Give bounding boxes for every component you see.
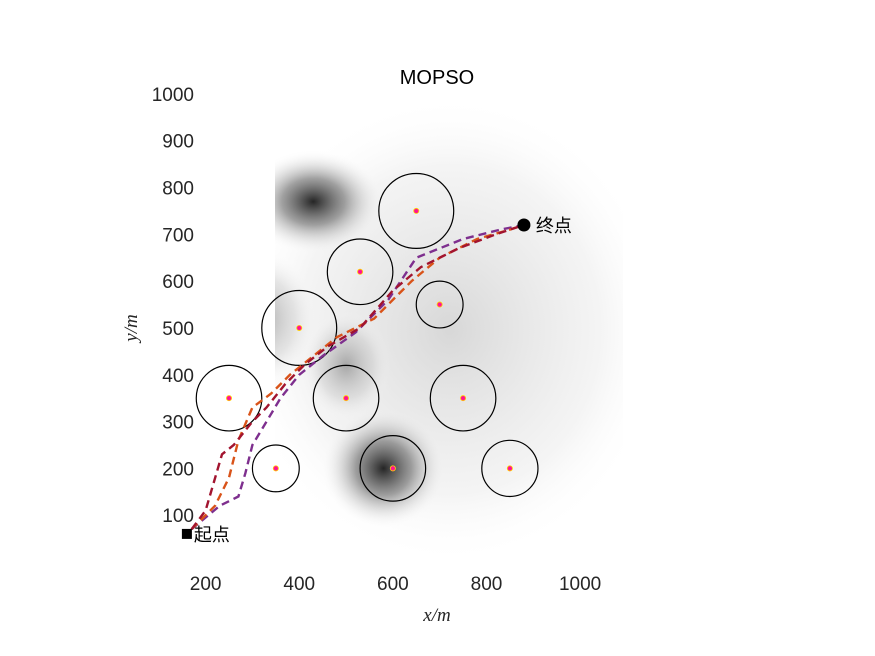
chart-title: MOPSO [400,67,474,89]
obstacle-layer [195,172,539,502]
obstacle-center-point [413,207,420,214]
obstacle-circle [195,364,263,432]
obstacle-circle [481,439,539,498]
obstacle-circle [415,280,464,329]
obstacle-circle [261,289,338,366]
obstacle-circle [378,172,455,249]
obstacle-circle [251,444,300,493]
x-axis-label: x/m [422,605,450,626]
x-tick-label: 200 [190,574,222,595]
y-tick-label: 800 [162,179,194,200]
y-tick-label: 700 [162,225,194,246]
obstacle-center-point [436,301,443,308]
x-tick-label: 800 [471,574,503,595]
obstacle-circle [312,364,380,432]
terrain-heatmap [275,95,623,560]
y-tick-label: 400 [162,366,194,387]
y-tick-label: 900 [162,132,194,153]
obstacle-circle [359,435,427,502]
start-marker [181,528,192,539]
y-tick-label: 200 [162,459,194,480]
obstacle-center-point [506,465,513,472]
path-layer [190,223,525,531]
end-marker [517,218,531,232]
start-label: 起点 [194,525,230,546]
y-axis-label: y/m [121,314,142,343]
marker-layer: 起点 终点 [181,216,572,546]
path-series-1 [190,223,525,531]
terrain-peak [275,149,384,254]
obstacle-circle [429,364,497,432]
y-tick-label: 1000 [152,85,194,106]
terrain-peak [321,408,446,529]
y-tick-labels: 100 200 300 400 500 600 700 800 900 1000 [152,85,194,527]
obstacle-center-point [272,465,279,472]
obstacle-center-point [389,465,396,472]
obstacle-center-point [357,268,364,275]
x-tick-labels: 200 400 600 800 1000 [190,574,601,595]
y-tick-label: 300 [162,413,194,434]
obstacle-center-point [460,395,467,402]
y-tick-label: 600 [162,272,194,293]
end-label: 终点 [536,216,572,237]
x-tick-label: 600 [377,574,409,595]
y-tick-label: 500 [162,319,194,340]
x-tick-label: 400 [283,574,315,595]
obstacle-center-point [226,395,233,402]
obstacle-circle [326,238,394,306]
x-tick-label: 1000 [559,574,601,595]
obstacle-center-point [296,324,303,331]
y-tick-label: 100 [162,506,194,527]
obstacle-center-point [343,395,350,402]
